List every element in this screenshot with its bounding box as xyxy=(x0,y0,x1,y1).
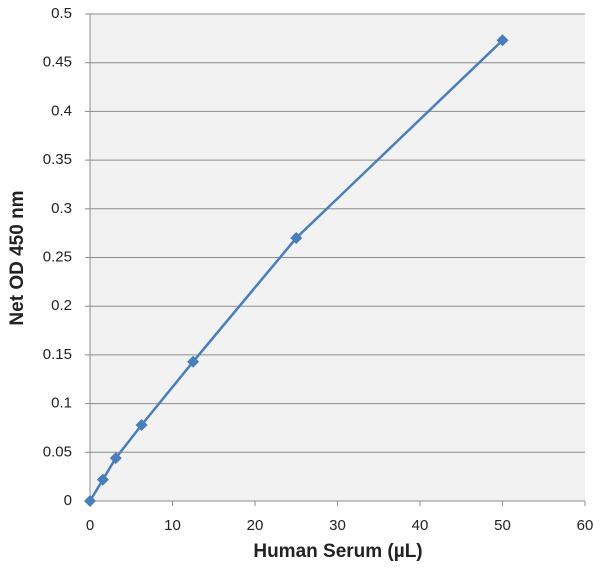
x-tick-label: 20 xyxy=(247,517,264,534)
marker xyxy=(496,34,509,47)
y-tick-label: 0 xyxy=(64,492,72,509)
x-tick-label: 30 xyxy=(329,517,346,534)
marker xyxy=(84,495,96,507)
y-tick-label: 0.5 xyxy=(51,5,72,22)
y-tick-label: 0.35 xyxy=(43,151,72,168)
marker xyxy=(135,419,148,432)
marker xyxy=(187,355,200,368)
x-tick-label: 50 xyxy=(494,517,511,534)
y-tick-label: 0.45 xyxy=(43,54,72,71)
y-tick-label: 0.25 xyxy=(43,248,72,265)
x-tick-label: 10 xyxy=(164,517,181,534)
marker xyxy=(96,473,109,486)
y-tick-label: 0.3 xyxy=(51,200,72,217)
x-tick-label: 60 xyxy=(577,517,594,534)
y-tick-label: 0.05 xyxy=(43,443,72,460)
y-tick-label: 0.2 xyxy=(51,297,72,314)
marker xyxy=(109,452,122,465)
y-axis-title: Net OD 450 nm xyxy=(7,190,28,325)
x-tick-label: 0 xyxy=(86,517,94,534)
y-tick-label: 0.4 xyxy=(51,102,72,119)
marker xyxy=(290,232,303,245)
x-tick-label: 40 xyxy=(412,517,429,534)
y-tick-label: 0.1 xyxy=(51,395,72,412)
x-axis-title: Human Serum (µL) xyxy=(253,541,422,562)
y-tick-label: 0.15 xyxy=(43,346,72,363)
